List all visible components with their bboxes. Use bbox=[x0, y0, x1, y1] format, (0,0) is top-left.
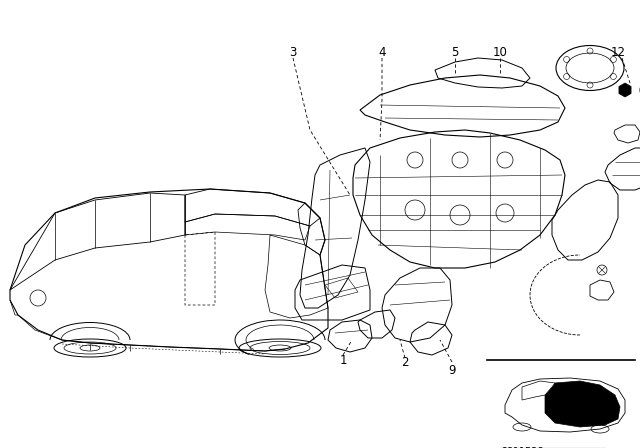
Text: 3: 3 bbox=[289, 46, 297, 59]
Text: 1: 1 bbox=[339, 353, 347, 366]
Text: 12: 12 bbox=[611, 46, 625, 59]
Text: 2: 2 bbox=[401, 356, 409, 369]
Polygon shape bbox=[545, 381, 620, 427]
Polygon shape bbox=[522, 381, 555, 400]
Text: 9: 9 bbox=[448, 363, 456, 376]
Text: CC01528: CC01528 bbox=[500, 447, 544, 448]
Text: 5: 5 bbox=[451, 46, 459, 59]
Text: 10: 10 bbox=[493, 46, 508, 59]
Polygon shape bbox=[619, 83, 631, 97]
Text: 4: 4 bbox=[378, 46, 386, 59]
